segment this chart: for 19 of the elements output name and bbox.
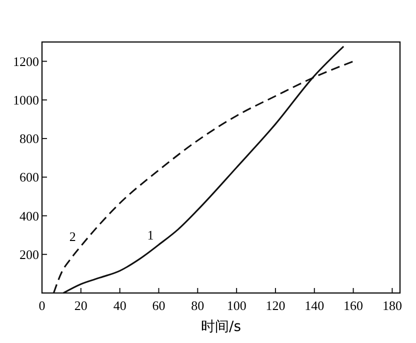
series-label: 1 [147, 228, 154, 243]
y-tick-label: 400 [20, 208, 39, 224]
y-tick-label: 200 [20, 246, 39, 262]
x-tick-label: 100 [226, 298, 246, 313]
series-label: 2 [69, 229, 76, 244]
x-tick-label: 60 [152, 298, 166, 313]
x-tick-label: 120 [266, 298, 286, 313]
x-tick-label: 80 [191, 298, 204, 313]
x-tick-label: 40 [113, 298, 126, 313]
x-tick-label: 180 [382, 298, 402, 313]
y-tick-label: 600 [20, 170, 39, 185]
x-tick-label: 20 [74, 298, 88, 313]
x-axis-title: 时间/s [200, 319, 242, 335]
x-tick-label: 160 [344, 298, 364, 313]
x-tick-label: 0 [38, 298, 46, 313]
y-tick-label: 1200 [13, 54, 39, 69]
x-tick-label: 140 [304, 298, 324, 313]
y-tick-label: 1000 [13, 92, 39, 108]
y-tick-label: 800 [20, 131, 39, 146]
